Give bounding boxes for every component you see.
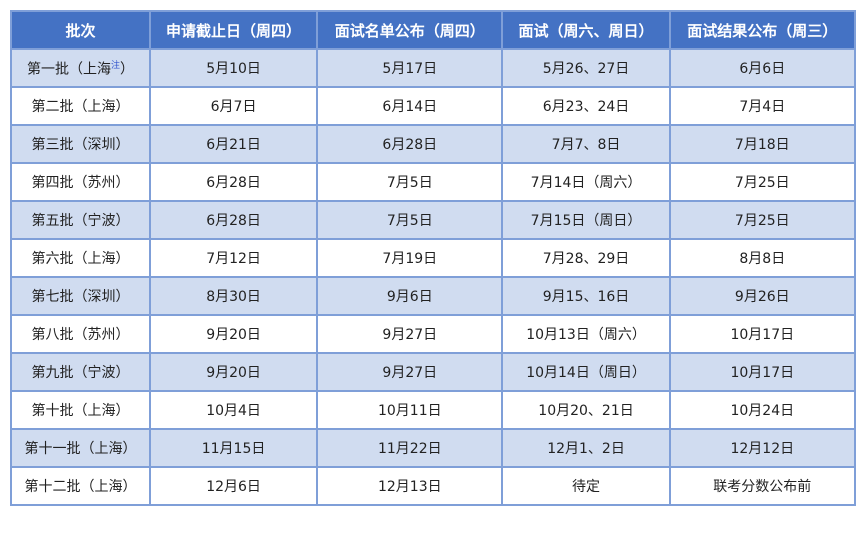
schedule-table: 批次 申请截止日（周四） 面试名单公布（周四） 面试（周六、周日） 面试结果公布（周三）… (9, 10, 857, 506)
cell-application-deadline: 9月20日 (149, 352, 319, 392)
cell-application-deadline: 6月28日 (149, 200, 319, 240)
table-row: 第十一批（上海） 11月15日 11月22日 12月1、2日 12月12日 (9, 428, 857, 468)
table-row: 第三批（深圳） 6月21日 6月28日 7月7、8日 7月18日 (9, 124, 857, 164)
cell-interview-list: 9月27日 (316, 314, 504, 354)
cell-result: 7月25日 (668, 162, 857, 202)
cell-batch: 第四批（苏州） (9, 162, 152, 202)
table-row: 第七批（深圳） 8月30日 9月6日 9月15、16日 9月26日 (9, 276, 857, 316)
cell-interview: 10月20、21日 (501, 390, 671, 430)
header-interview: 面试（周六、周日） (501, 10, 671, 50)
cell-interview: 7月28、29日 (501, 238, 671, 278)
cell-application-deadline: 8月30日 (149, 276, 319, 316)
cell-batch: 第八批（苏州） (9, 314, 152, 354)
table-row: 第十二批（上海） 12月6日 12月13日 待定 联考分数公布前 (9, 466, 857, 506)
header-row: 批次 申请截止日（周四） 面试名单公布（周四） 面试（周六、周日） 面试结果公布（周三） (9, 10, 857, 50)
header-interview-list: 面试名单公布（周四） (316, 10, 504, 50)
cell-result: 联考分数公布前 (668, 466, 857, 506)
cell-batch: 第二批（上海） (9, 86, 152, 126)
header-application-deadline: 申请截止日（周四） (149, 10, 319, 50)
cell-result: 10月17日 (668, 352, 857, 392)
batch-label-end: ） (120, 61, 135, 78)
cell-interview-list: 7月5日 (316, 200, 504, 240)
table-row: 第十批（上海） 10月4日 10月11日 10月20、21日 10月24日 (9, 390, 857, 430)
cell-application-deadline: 12月6日 (149, 466, 319, 506)
cell-interview: 10月13日（周六） (501, 314, 671, 354)
cell-interview-list: 7月19日 (316, 238, 504, 278)
cell-interview-list: 10月11日 (316, 390, 504, 430)
cell-batch: 第七批（深圳） (9, 276, 152, 316)
cell-result: 7月18日 (668, 124, 857, 164)
cell-interview: 7月7、8日 (501, 124, 671, 164)
table-row: 第九批（宁波） 9月20日 9月27日 10月14日（周日） 10月17日 (9, 352, 857, 392)
cell-application-deadline: 6月21日 (149, 124, 319, 164)
cell-result: 10月24日 (668, 390, 857, 430)
cell-application-deadline: 11月15日 (149, 428, 319, 468)
cell-interview: 待定 (501, 466, 671, 506)
cell-interview: 9月15、16日 (501, 276, 671, 316)
cell-result: 8月8日 (668, 238, 857, 278)
cell-batch: 第一批（上海注） (9, 48, 152, 88)
cell-interview: 7月15日（周日） (501, 200, 671, 240)
cell-interview: 10月14日（周日） (501, 352, 671, 392)
cell-interview-list: 7月5日 (316, 162, 504, 202)
cell-batch: 第九批（宁波） (9, 352, 152, 392)
cell-result: 7月25日 (668, 200, 857, 240)
cell-batch: 第十批（上海） (9, 390, 152, 430)
cell-interview-list: 6月28日 (316, 124, 504, 164)
cell-application-deadline: 7月12日 (149, 238, 319, 278)
cell-batch: 第三批（深圳） (9, 124, 152, 164)
cell-batch: 第十二批（上海） (9, 466, 152, 506)
header-result: 面试结果公布（周三） (668, 10, 857, 50)
cell-result: 6月6日 (668, 48, 857, 88)
cell-interview: 7月14日（周六） (501, 162, 671, 202)
cell-result: 9月26日 (668, 276, 857, 316)
table-row: 第八批（苏州） 9月20日 9月27日 10月13日（周六） 10月17日 (9, 314, 857, 354)
table-row: 第五批（宁波） 6月28日 7月5日 7月15日（周日） 7月25日 (9, 200, 857, 240)
table-row: 第六批（上海） 7月12日 7月19日 7月28、29日 8月8日 (9, 238, 857, 278)
cell-application-deadline: 9月20日 (149, 314, 319, 354)
cell-application-deadline: 10月4日 (149, 390, 319, 430)
cell-batch: 第五批（宁波） (9, 200, 152, 240)
cell-interview-list: 9月6日 (316, 276, 504, 316)
table-row: 第二批（上海） 6月7日 6月14日 6月23、24日 7月4日 (9, 86, 857, 126)
cell-interview: 12月1、2日 (501, 428, 671, 468)
cell-interview-list: 11月22日 (316, 428, 504, 468)
cell-result: 10月17日 (668, 314, 857, 354)
header-batch: 批次 (9, 10, 152, 50)
cell-interview: 5月26、27日 (501, 48, 671, 88)
cell-application-deadline: 5月10日 (149, 48, 319, 88)
cell-interview: 6月23、24日 (501, 86, 671, 126)
cell-interview-list: 12月13日 (316, 466, 504, 506)
cell-result: 12月12日 (668, 428, 857, 468)
cell-interview-list: 9月27日 (316, 352, 504, 392)
cell-application-deadline: 6月28日 (149, 162, 319, 202)
note-mark: 注 (111, 60, 121, 71)
table-row: 第一批（上海注） 5月10日 5月17日 5月26、27日 6月6日 (9, 48, 857, 88)
cell-interview-list: 6月14日 (316, 86, 504, 126)
cell-result: 7月4日 (668, 86, 857, 126)
cell-application-deadline: 6月7日 (149, 86, 319, 126)
cell-interview-list: 5月17日 (316, 48, 504, 88)
table-row: 第四批（苏州） 6月28日 7月5日 7月14日（周六） 7月25日 (9, 162, 857, 202)
cell-batch: 第十一批（上海） (9, 428, 152, 468)
batch-label: 第一批（上海 (27, 61, 111, 78)
cell-batch: 第六批（上海） (9, 238, 152, 278)
